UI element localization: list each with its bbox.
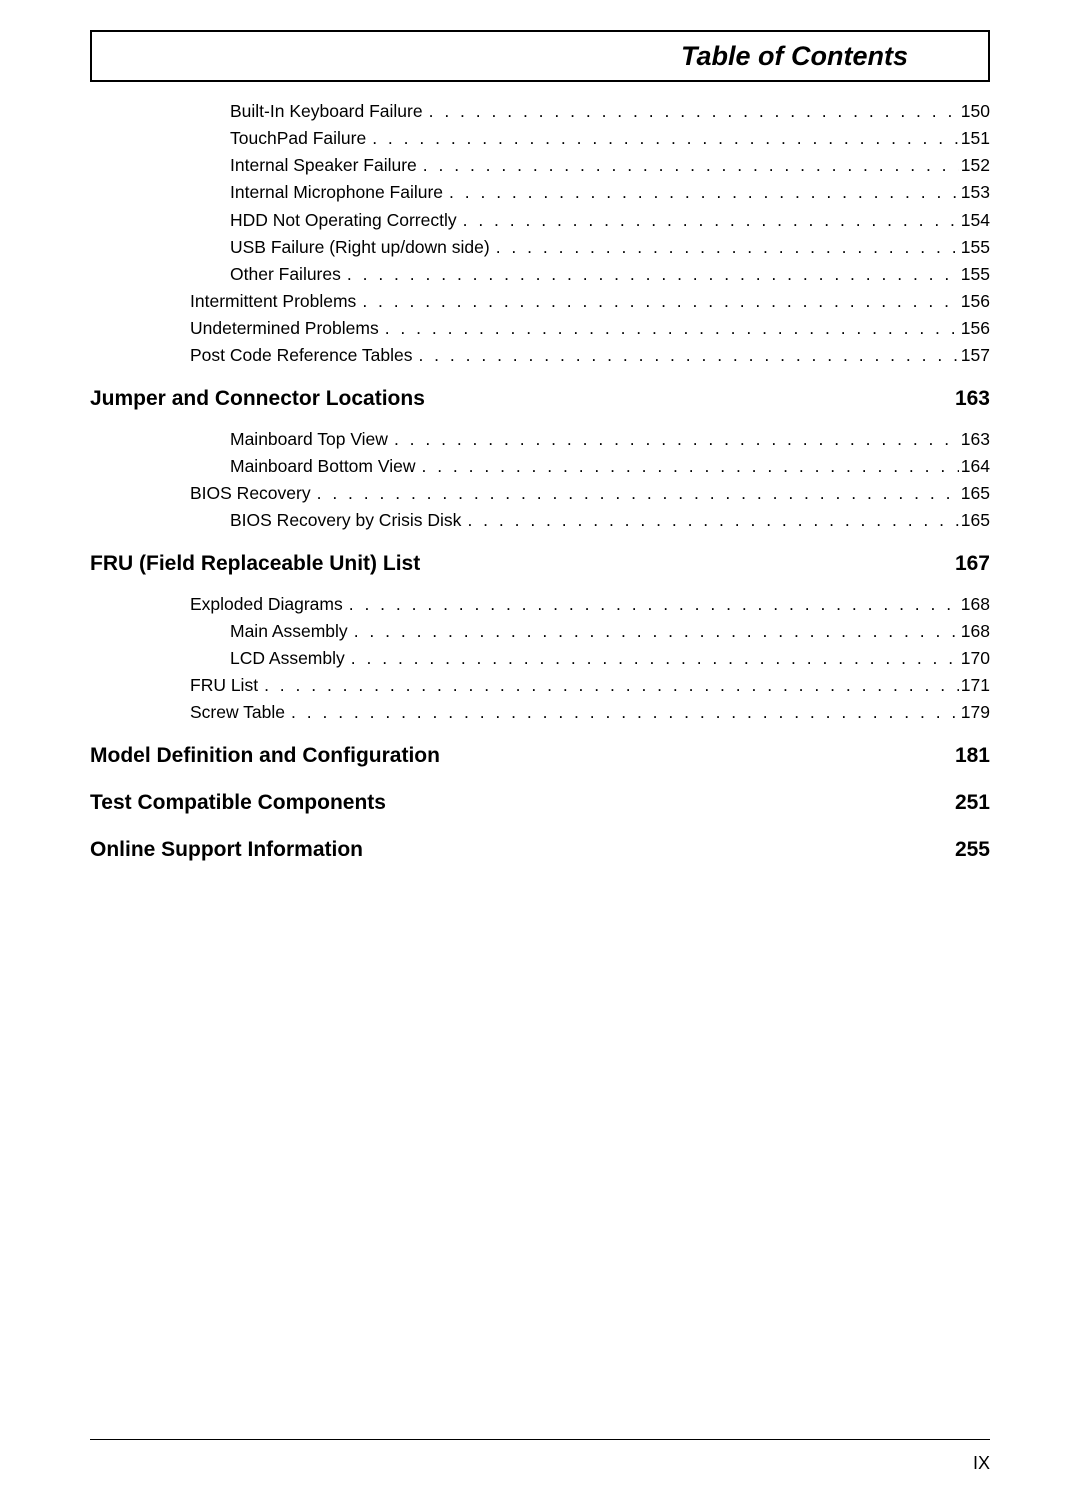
toc-dots — [354, 618, 959, 645]
toc-entry: TouchPad Failure 151 — [90, 125, 990, 152]
toc-entry-label: LCD Assembly — [230, 645, 351, 672]
toc-dots — [421, 453, 958, 480]
page-number: IX — [973, 1453, 990, 1474]
toc-entry: FRU List 171 — [90, 672, 990, 699]
toc-chapter-page: 255 — [955, 834, 990, 867]
toc-entry: Built-In Keyboard Failure 150 — [90, 98, 990, 125]
toc-entry: Screw Table 179 — [90, 699, 990, 726]
toc-entry-label: Post Code Reference Tables — [190, 342, 418, 369]
toc-chapter-label: Online Support Information — [90, 834, 363, 867]
toc-entry-label: Internal Speaker Failure — [230, 152, 423, 179]
toc-entry-page: 156 — [959, 288, 990, 315]
toc-entry-page: 179 — [959, 699, 990, 726]
toc-entry: Mainboard Bottom View 164 — [90, 453, 990, 480]
toc-entry: Other Failures 155 — [90, 261, 990, 288]
toc-chapter: Model Definition and Configuration 181 — [90, 740, 990, 773]
toc-entry: LCD Assembly 170 — [90, 645, 990, 672]
toc-entry: Internal Speaker Failure 152 — [90, 152, 990, 179]
toc-chapter: FRU (Field Replaceable Unit) List 167 — [90, 548, 990, 581]
toc-entry: Exploded Diagrams 168 — [90, 591, 990, 618]
toc-entry-label: Mainboard Bottom View — [230, 453, 421, 480]
toc-chapter-label: FRU (Field Replaceable Unit) List — [90, 548, 420, 581]
toc-chapter-page: 163 — [955, 383, 990, 416]
toc-entry-label: Intermittent Problems — [190, 288, 362, 315]
toc-dots — [372, 125, 959, 152]
toc-dots — [467, 507, 958, 534]
toc-entry-label: FRU List — [190, 672, 264, 699]
footer-rule — [90, 1439, 990, 1440]
toc-entry-page: 154 — [959, 207, 990, 234]
toc-chapter-label: Test Compatible Components — [90, 787, 386, 820]
toc-dots — [362, 288, 958, 315]
toc-dots — [291, 699, 959, 726]
toc-dots — [418, 342, 958, 369]
toc-entry-label: Undetermined Problems — [190, 315, 385, 342]
toc-dots — [349, 591, 959, 618]
toc-entry-label: Exploded Diagrams — [190, 591, 349, 618]
toc-entry-label: HDD Not Operating Correctly — [230, 207, 463, 234]
toc-entry-label: BIOS Recovery by Crisis Disk — [230, 507, 467, 534]
toc-chapter-label: Model Definition and Configuration — [90, 740, 440, 773]
toc-entry: USB Failure (Right up/down side) 155 — [90, 234, 990, 261]
toc-entry-page: 155 — [959, 261, 990, 288]
toc-entry-label: Screw Table — [190, 699, 291, 726]
toc-dots — [385, 315, 959, 342]
toc-chapter: Test Compatible Components 251 — [90, 787, 990, 820]
toc-entry-label: Other Failures — [230, 261, 347, 288]
toc-entry-label: TouchPad Failure — [230, 125, 372, 152]
toc-chapter-page: 251 — [955, 787, 990, 820]
toc-chapter-page: 181 — [955, 740, 990, 773]
toc-dots — [463, 207, 959, 234]
toc-entry-page: 155 — [959, 234, 990, 261]
toc-entry-label: Built-In Keyboard Failure — [230, 98, 429, 125]
page-title: Table of Contents — [681, 41, 908, 72]
toc-entry-page: 165 — [959, 507, 990, 534]
toc-entry: BIOS Recovery by Crisis Disk 165 — [90, 507, 990, 534]
toc-dots — [394, 426, 959, 453]
toc-dots — [423, 152, 959, 179]
toc-entry-page: 156 — [959, 315, 990, 342]
table-of-contents: Built-In Keyboard Failure 150TouchPad Fa… — [90, 98, 990, 866]
toc-entry: Undetermined Problems 156 — [90, 315, 990, 342]
toc-chapter-page: 167 — [955, 548, 990, 581]
toc-chapter: Jumper and Connector Locations 163 — [90, 383, 990, 416]
toc-entry-label: Internal Microphone Failure — [230, 179, 449, 206]
toc-dots — [347, 261, 959, 288]
toc-entry-page: 165 — [959, 480, 990, 507]
toc-entry: HDD Not Operating Correctly 154 — [90, 207, 990, 234]
toc-chapter-label: Jumper and Connector Locations — [90, 383, 425, 416]
toc-dots — [264, 672, 959, 699]
toc-chapter: Online Support Information 255 — [90, 834, 990, 867]
toc-dots — [449, 179, 959, 206]
toc-entry: BIOS Recovery 165 — [90, 480, 990, 507]
toc-entry-page: 153 — [959, 179, 990, 206]
toc-entry: Internal Microphone Failure 153 — [90, 179, 990, 206]
toc-entry: Mainboard Top View 163 — [90, 426, 990, 453]
toc-entry: Main Assembly 168 — [90, 618, 990, 645]
toc-entry-label: USB Failure (Right up/down side) — [230, 234, 496, 261]
toc-entry-page: 163 — [959, 426, 990, 453]
toc-entry-label: Main Assembly — [230, 618, 354, 645]
toc-entry-page: 157 — [959, 342, 990, 369]
toc-entry-page: 152 — [959, 152, 990, 179]
toc-entry-page: 168 — [959, 591, 990, 618]
toc-dots — [351, 645, 959, 672]
toc-entry-label: Mainboard Top View — [230, 426, 394, 453]
toc-entry-page: 171 — [959, 672, 990, 699]
toc-entry-page: 150 — [959, 98, 990, 125]
toc-entry-page: 151 — [959, 125, 990, 152]
toc-entry-page: 170 — [959, 645, 990, 672]
toc-entry-page: 168 — [959, 618, 990, 645]
toc-entry: Post Code Reference Tables 157 — [90, 342, 990, 369]
title-box: Table of Contents — [90, 30, 990, 82]
toc-dots — [317, 480, 959, 507]
toc-entry-page: 164 — [959, 453, 990, 480]
toc-entry-label: BIOS Recovery — [190, 480, 317, 507]
toc-entry: Intermittent Problems 156 — [90, 288, 990, 315]
toc-dots — [496, 234, 959, 261]
toc-dots — [429, 98, 959, 125]
